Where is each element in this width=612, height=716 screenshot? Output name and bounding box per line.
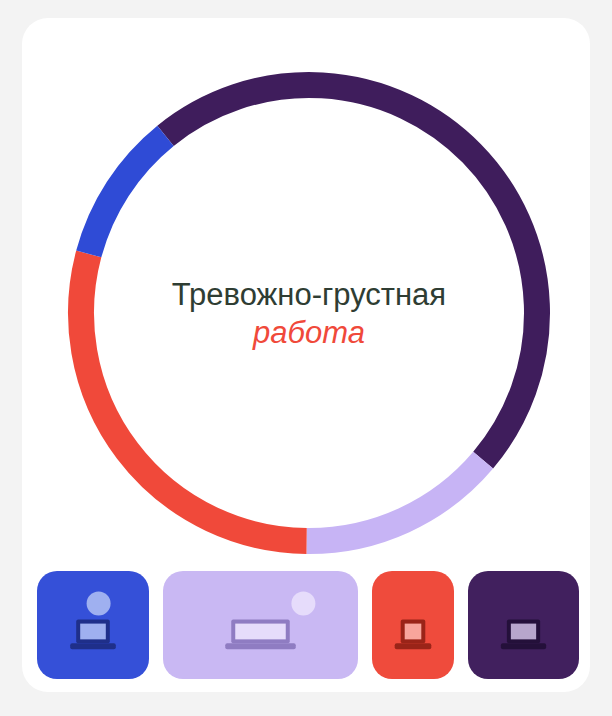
photo — [372, 571, 454, 679]
photo — [468, 571, 579, 679]
photo — [163, 571, 358, 679]
photo-detail — [87, 591, 111, 615]
photos — [37, 571, 579, 679]
photo-detail — [291, 591, 315, 615]
canvas: Тревожно-грустнаяработа — [0, 0, 612, 716]
photo-detail — [235, 624, 286, 640]
photo-detail — [507, 620, 540, 644]
ring-segment — [307, 460, 484, 541]
photo-detail — [231, 620, 290, 644]
photo-detail — [80, 624, 106, 640]
ring — [81, 85, 537, 541]
ring-segment — [166, 85, 537, 460]
photo-detail — [70, 643, 116, 649]
photo-detail — [401, 620, 426, 644]
photo-detail — [395, 643, 432, 649]
ring-segment — [89, 136, 166, 254]
photo-detail — [501, 643, 546, 649]
photo — [37, 571, 149, 679]
title: Тревожно-грустная — [172, 277, 446, 312]
photo-detail — [225, 643, 296, 649]
photo-detail — [511, 624, 536, 640]
page: Тревожно-грустнаяработа — [0, 0, 612, 716]
card — [22, 18, 590, 692]
photo-detail — [405, 624, 422, 640]
subtitle: работа — [252, 315, 365, 350]
photo-detail — [76, 620, 110, 644]
